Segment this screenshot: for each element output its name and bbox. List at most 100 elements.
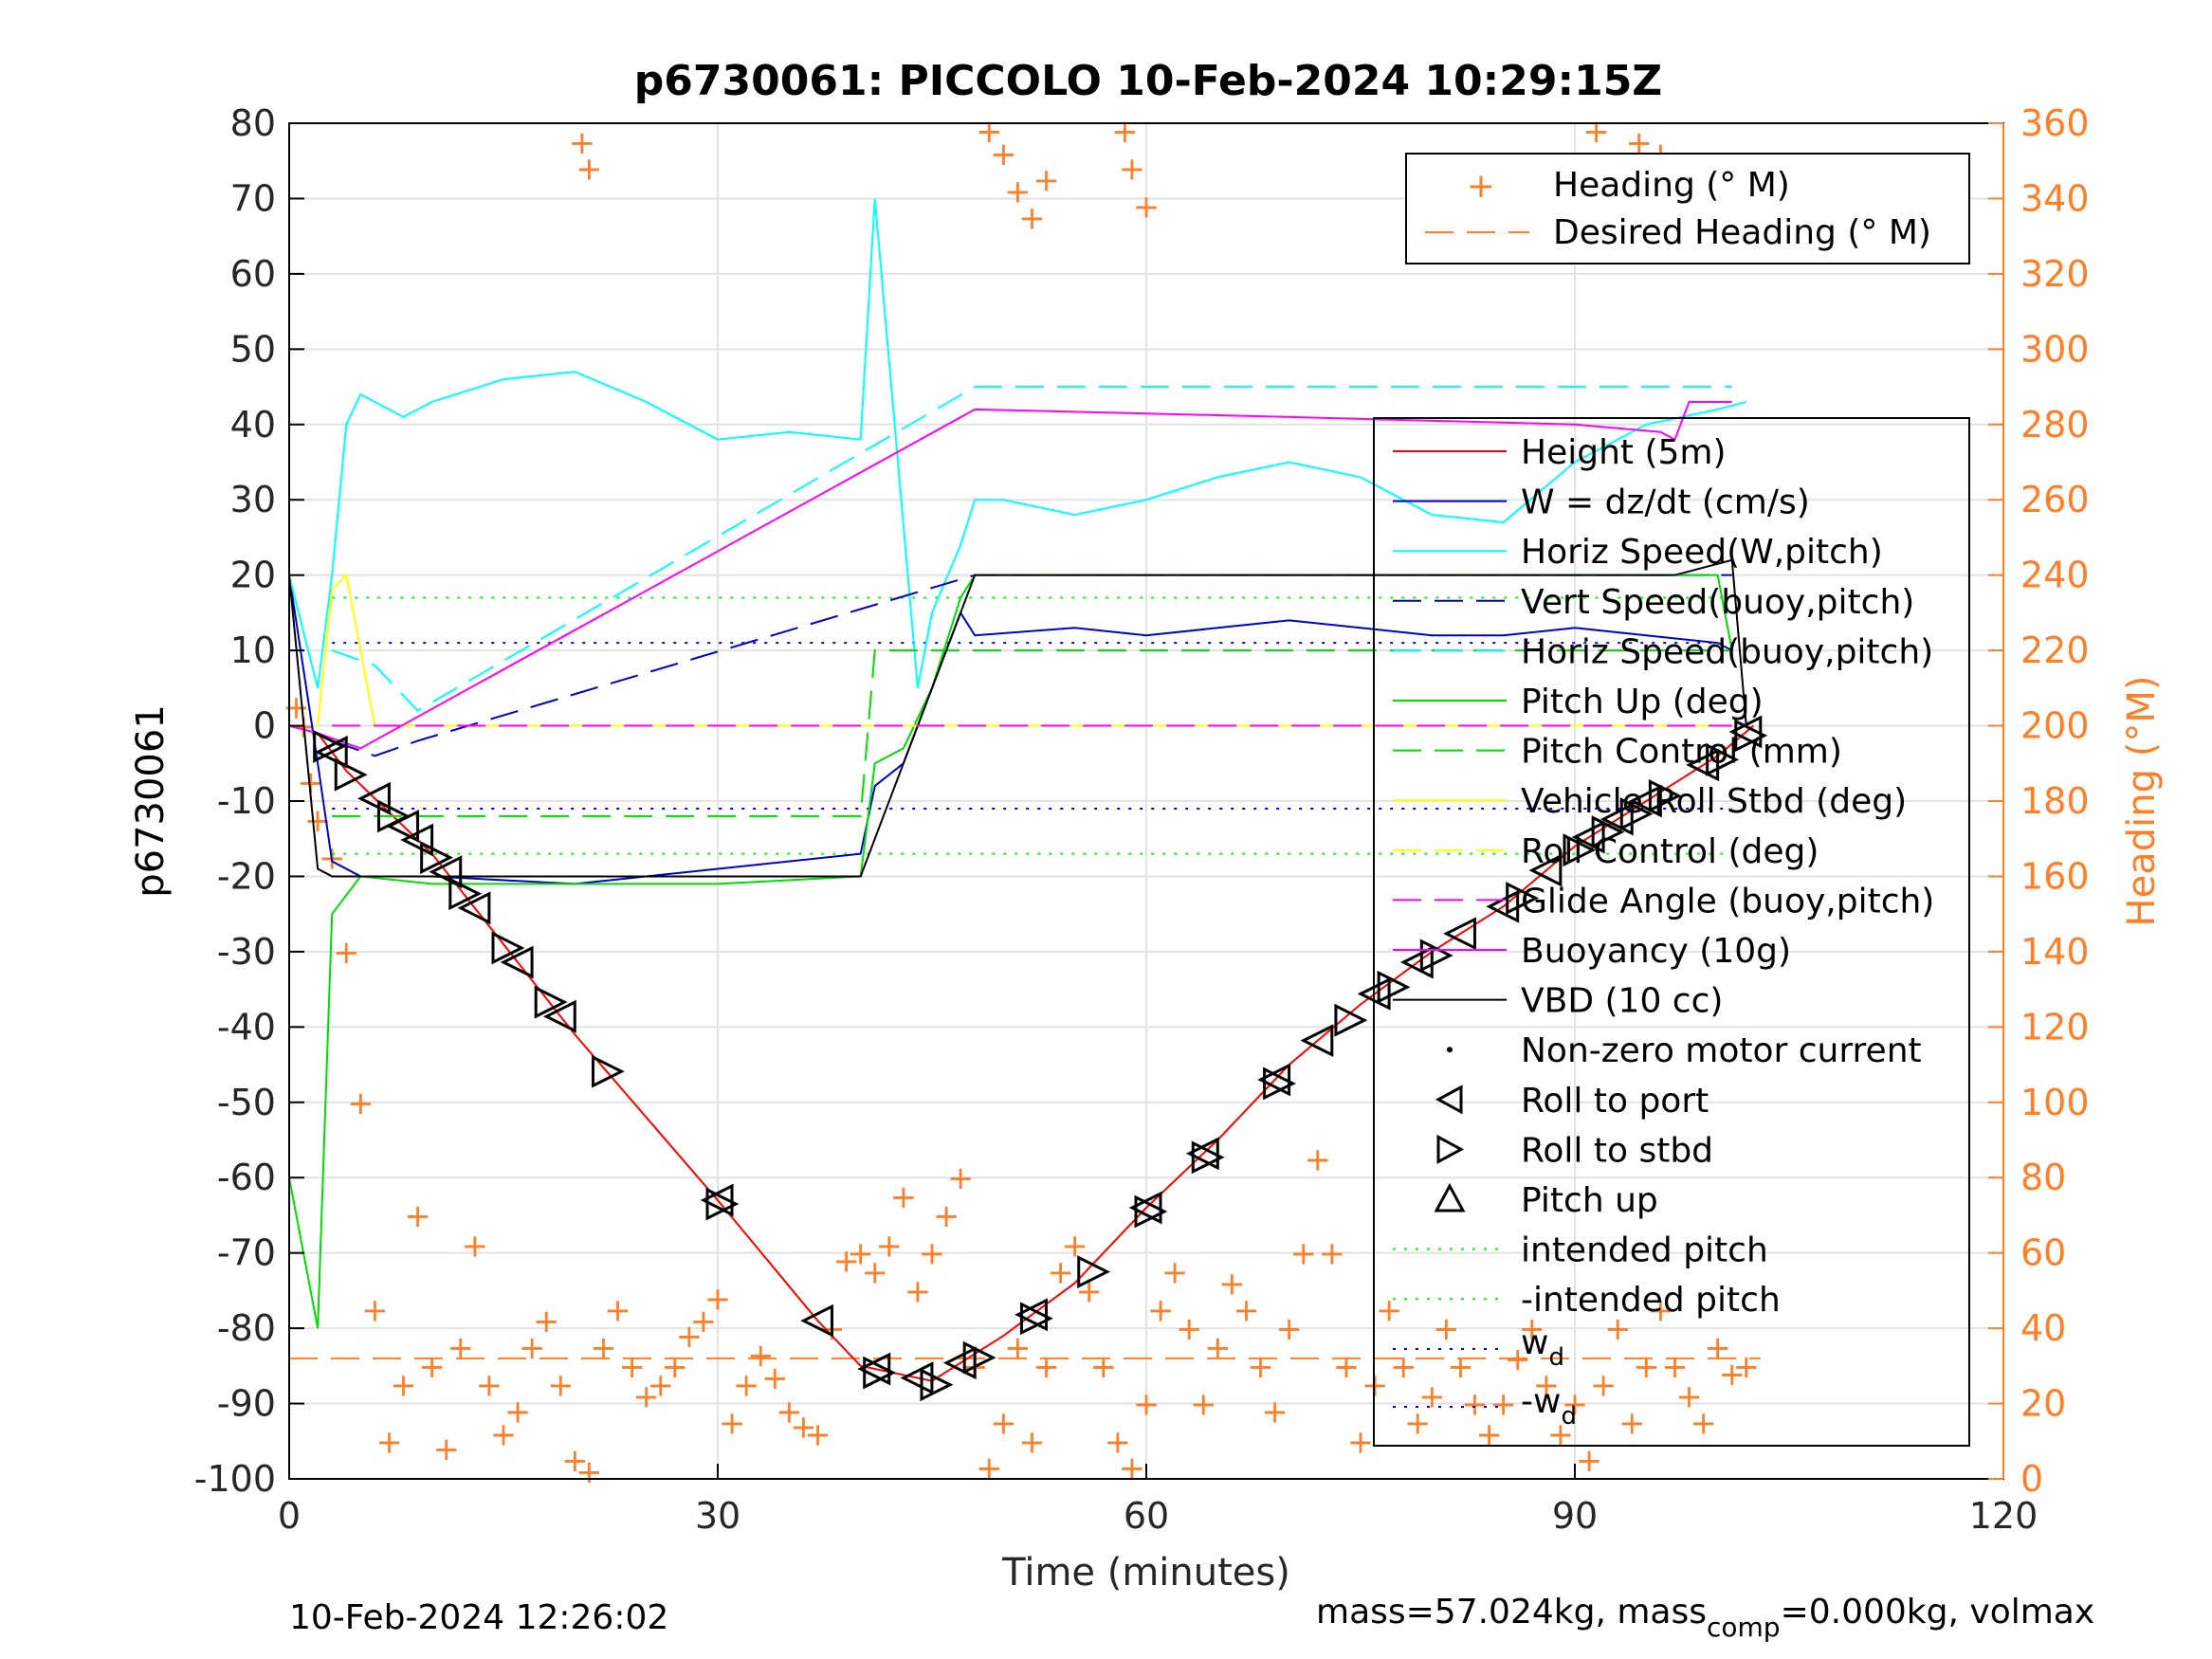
roll-stbd-marker xyxy=(420,841,454,875)
y-tick-right-label: 20 xyxy=(2020,1383,2066,1425)
roll-stbd-marker xyxy=(1734,719,1768,753)
y-tick-right-label: 0 xyxy=(2020,1458,2043,1500)
x-tick-label: 30 xyxy=(695,1495,740,1537)
heading-point: + xyxy=(1218,1265,1246,1303)
heading-point: + xyxy=(947,1159,975,1197)
heading-point: + xyxy=(1390,1348,1417,1386)
footer-mass: mass=57.024kg, masscomp=0.000kg, volmax xyxy=(1316,1593,2094,1643)
legend-neg-wd: -wd xyxy=(1521,1382,1577,1431)
legend-entry: Horiz Speed(buoy,pitch) xyxy=(1521,632,1933,671)
y-tick-left-label: -50 xyxy=(217,1082,276,1123)
heading-point: + xyxy=(448,1329,475,1367)
roll-stbd-marker xyxy=(1706,742,1740,776)
heading-point: + xyxy=(790,1408,817,1446)
roll-stbd-marker xyxy=(1134,1194,1168,1229)
heading-point: + xyxy=(1119,151,1146,189)
heading-point: + xyxy=(1533,1367,1561,1405)
legend-entry: VBD (10 cc) xyxy=(1521,982,1723,1021)
heading-point: + xyxy=(1590,1367,1618,1405)
heading-point: + xyxy=(876,1228,904,1266)
y-tick-left-label: -80 xyxy=(217,1307,276,1349)
heading-point: + xyxy=(1147,1291,1175,1329)
heading-point: + xyxy=(1033,162,1060,200)
roll-port-marker xyxy=(800,1304,833,1338)
heading-point: + xyxy=(804,1415,832,1453)
heading-point: + xyxy=(1633,1348,1660,1386)
heading-point: + xyxy=(1018,1423,1046,1461)
heading-point: + xyxy=(1562,1386,1589,1424)
heading-point: + xyxy=(1305,1140,1332,1178)
heading-point: + xyxy=(1519,1310,1546,1348)
main-legend-swatches: Height (5m) W = dz/dt (cm/s) Horiz Speed(W… xyxy=(1393,433,1934,1408)
roll-markers xyxy=(313,715,1768,1402)
y-tick-right-label: 280 xyxy=(2020,404,2090,446)
heading-point: + xyxy=(1319,1235,1346,1273)
heading-legend-entry: Heading (° M) xyxy=(1553,166,1790,205)
heading-legend: + Heading (° M) Desired Heading (° M) xyxy=(1405,153,1970,264)
heading-point: + xyxy=(990,136,1017,173)
x-axis-label: Time (minutes) xyxy=(1001,1551,1290,1595)
y-tick-left-label: 80 xyxy=(230,102,276,144)
heading-point: + xyxy=(547,1367,575,1405)
roll-port-marker xyxy=(357,781,391,815)
heading-point: + xyxy=(1090,1348,1118,1386)
y-tick-left-label: -100 xyxy=(194,1458,276,1500)
heading-point: + xyxy=(1289,1235,1317,1273)
legend-entry: Pitch Up (deg) xyxy=(1521,683,1764,721)
roll-stbd-marker xyxy=(1077,1255,1111,1288)
heading-series: ++++++++++++++++++++++++++++++++++++++++… xyxy=(283,113,1760,1491)
legend-entry: Pitch up xyxy=(1521,1181,1658,1220)
y-tick-right-label: 140 xyxy=(2020,931,2090,973)
roll-stbd-marker xyxy=(1019,1302,1053,1336)
heading-point: + xyxy=(1176,1310,1203,1348)
heading-point: + xyxy=(1475,1415,1503,1453)
y-tick-right-label: 80 xyxy=(2020,1157,2066,1198)
heading-point: + xyxy=(1376,1291,1403,1329)
y-tick-right-label: 260 xyxy=(2020,479,2090,520)
heading-point: + xyxy=(832,1243,860,1281)
y-tick-left-label: -10 xyxy=(217,780,276,822)
roll-port-marker xyxy=(1185,1137,1219,1171)
heading-point: + xyxy=(569,124,596,162)
heading-point: + xyxy=(719,1404,746,1442)
legend-swatch xyxy=(1447,1047,1453,1053)
heading-point: + xyxy=(1190,1386,1217,1424)
roll-stbd-marker xyxy=(705,1187,740,1221)
x-tick-label: 90 xyxy=(1552,1495,1598,1537)
legend-swatch xyxy=(1435,1085,1463,1115)
heading-point: + xyxy=(283,689,310,727)
y-tick-right-label: 360 xyxy=(2020,102,2090,144)
roll-stbd-marker xyxy=(591,1054,625,1088)
heading-point: + xyxy=(847,1235,874,1273)
legend-entry: intended pitch xyxy=(1521,1231,1768,1270)
series-line xyxy=(288,574,1733,885)
heading-point: + xyxy=(347,1085,375,1122)
y-tick-left-label: 10 xyxy=(230,629,276,671)
roll-stbd-marker xyxy=(863,1356,897,1390)
y-tick-right-label: 120 xyxy=(2020,1006,2090,1048)
y-tick-left-label: 0 xyxy=(253,705,276,747)
y-axis-left-label: p6730061 xyxy=(129,704,173,898)
legend-neg-wd-sub: d xyxy=(1561,1402,1577,1431)
heading-point: + xyxy=(576,151,603,189)
heading-point: + xyxy=(1604,1310,1632,1348)
heading-point: + xyxy=(1447,1348,1474,1386)
roll-port-marker xyxy=(1399,945,1434,979)
heading-point: + xyxy=(1275,1310,1303,1348)
roll-stbd-marker xyxy=(313,730,347,763)
legend-swatch xyxy=(1434,1182,1466,1212)
legend-entry: Pitch Control (mm) xyxy=(1521,733,1842,772)
roll-port-marker xyxy=(1628,784,1662,818)
heading-point: + xyxy=(662,1348,689,1386)
roll-port-marker xyxy=(700,1183,734,1217)
roll-stbd-marker xyxy=(1506,882,1540,915)
y-axis-right-label: Heading (°M) xyxy=(2120,676,2164,927)
series-line xyxy=(332,649,1732,817)
heading-point: + xyxy=(1433,1310,1460,1348)
heading-point: + xyxy=(1461,1386,1489,1424)
heading-point: + xyxy=(561,1442,589,1480)
heading-point: + xyxy=(1333,1348,1361,1386)
heading-point: + xyxy=(690,1303,718,1340)
heading-point: + xyxy=(375,1423,403,1461)
roll-stbd-marker xyxy=(1648,779,1682,812)
